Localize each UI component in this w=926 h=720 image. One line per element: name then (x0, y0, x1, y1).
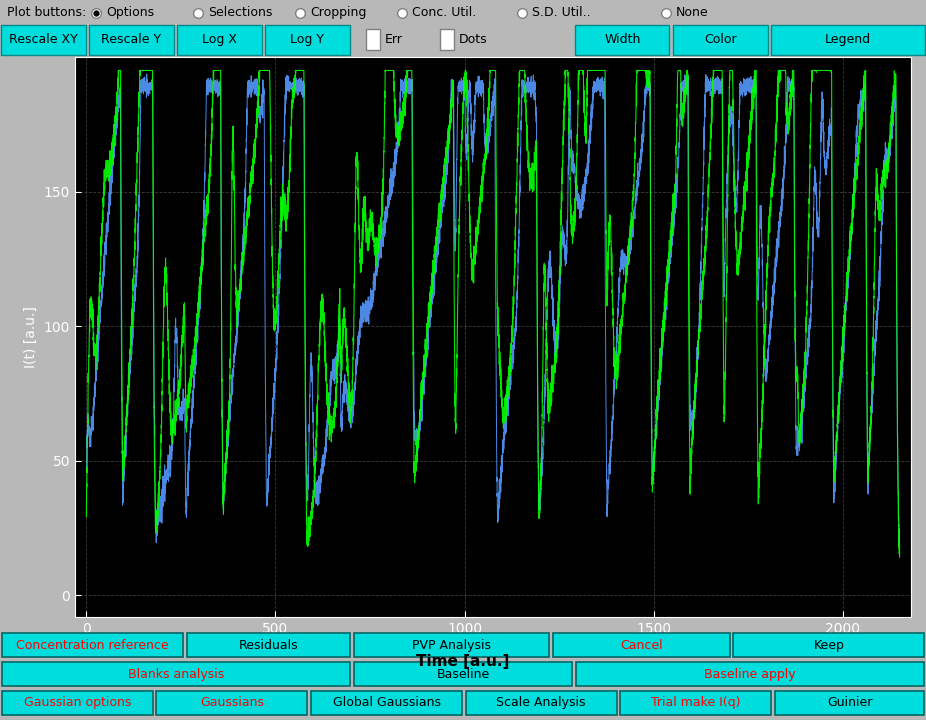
FancyBboxPatch shape (354, 662, 572, 686)
Text: Conc. Util.: Conc. Util. (412, 6, 476, 19)
FancyBboxPatch shape (440, 29, 454, 50)
Text: Time [a.u.]: Time [a.u.] (417, 654, 509, 669)
Text: Baseline: Baseline (436, 667, 490, 680)
FancyBboxPatch shape (265, 25, 350, 55)
Text: Plot buttons:: Plot buttons: (7, 6, 87, 19)
Text: Legend: Legend (825, 33, 871, 46)
FancyBboxPatch shape (311, 690, 462, 715)
FancyBboxPatch shape (156, 690, 307, 715)
FancyBboxPatch shape (771, 25, 925, 55)
Text: Log Y: Log Y (291, 33, 324, 46)
Text: None: None (676, 6, 708, 19)
FancyBboxPatch shape (2, 633, 183, 657)
Text: Blanks analysis: Blanks analysis (128, 667, 224, 680)
FancyBboxPatch shape (2, 690, 153, 715)
Text: Global Gaussians: Global Gaussians (332, 696, 441, 709)
FancyBboxPatch shape (1, 25, 86, 55)
FancyBboxPatch shape (187, 633, 350, 657)
Text: Rescale Y: Rescale Y (102, 33, 161, 46)
Text: Color: Color (704, 33, 737, 46)
Text: Cancel: Cancel (619, 639, 663, 652)
Text: S.D. Util..: S.D. Util.. (532, 6, 591, 19)
FancyBboxPatch shape (2, 662, 350, 686)
Text: Keep: Keep (813, 639, 845, 652)
Text: PVP Analysis: PVP Analysis (412, 639, 491, 652)
Text: Err: Err (384, 33, 402, 46)
Text: Residuals: Residuals (239, 639, 298, 652)
FancyBboxPatch shape (466, 690, 617, 715)
FancyBboxPatch shape (576, 662, 924, 686)
Text: Guinier: Guinier (827, 696, 872, 709)
FancyBboxPatch shape (354, 633, 549, 657)
Text: Baseline apply: Baseline apply (705, 667, 795, 680)
Text: Scale Analysis: Scale Analysis (496, 696, 586, 709)
Text: Dots: Dots (458, 33, 487, 46)
Text: Rescale XY: Rescale XY (9, 33, 78, 46)
Text: Gaussians: Gaussians (200, 696, 264, 709)
Text: Log X: Log X (202, 33, 237, 46)
FancyBboxPatch shape (733, 633, 924, 657)
Y-axis label: I(t) [a.u.]: I(t) [a.u.] (24, 306, 38, 368)
FancyBboxPatch shape (673, 25, 768, 55)
FancyBboxPatch shape (575, 25, 669, 55)
Text: Gaussian options: Gaussian options (24, 696, 131, 709)
Text: Selections: Selections (208, 6, 273, 19)
FancyBboxPatch shape (89, 25, 174, 55)
FancyBboxPatch shape (620, 690, 771, 715)
FancyBboxPatch shape (775, 690, 924, 715)
FancyBboxPatch shape (177, 25, 262, 55)
Text: Cropping: Cropping (310, 6, 367, 19)
FancyBboxPatch shape (553, 633, 730, 657)
FancyBboxPatch shape (366, 29, 380, 50)
Text: Width: Width (604, 33, 641, 46)
Text: Trial make I(q): Trial make I(q) (651, 696, 741, 709)
Text: Options: Options (106, 6, 155, 19)
Text: Concentration reference: Concentration reference (17, 639, 169, 652)
